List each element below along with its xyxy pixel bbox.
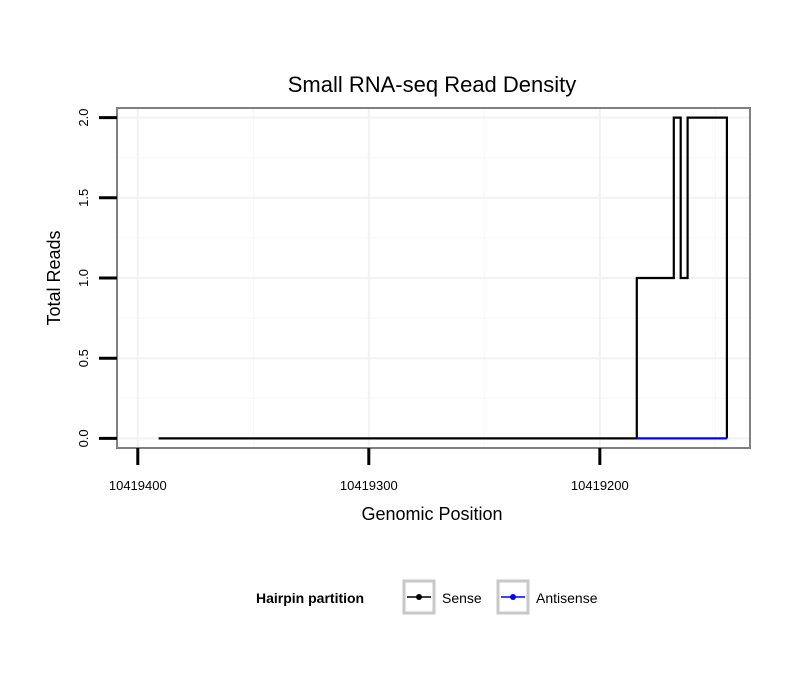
chart-title: Small RNA-seq Read Density bbox=[288, 72, 577, 97]
plot-area bbox=[116, 107, 751, 449]
x-axis-title: Genomic Position bbox=[361, 504, 502, 524]
x-tick-label: 10419200 bbox=[571, 478, 629, 493]
legend-marker-antisense bbox=[510, 594, 516, 600]
legend-item-sense: Sense bbox=[402, 579, 482, 615]
y-tick-label: 1.0 bbox=[76, 269, 91, 287]
y-tick-label: 1.5 bbox=[76, 189, 91, 207]
series-lines bbox=[158, 116, 729, 440]
y-axis-title: Total Reads bbox=[44, 230, 64, 325]
axes: 0.0 0.5 1.0 1.5 2.0 10419400 10419300 10419200 bbox=[76, 109, 629, 493]
series-line-sense bbox=[158, 116, 729, 440]
y-tick-label: 0.0 bbox=[76, 429, 91, 447]
y-tick-label: 0.5 bbox=[76, 349, 91, 367]
legend-item-antisense: Antisense bbox=[496, 579, 598, 615]
x-tick-label: 10419400 bbox=[109, 478, 167, 493]
x-tick-label: 10419300 bbox=[340, 478, 398, 493]
y-tick-label: 2.0 bbox=[76, 109, 91, 127]
legend-title: Hairpin partition bbox=[256, 590, 364, 606]
legend-label-sense: Sense bbox=[442, 590, 482, 606]
legend-marker-sense bbox=[416, 594, 422, 600]
legend-label-antisense: Antisense bbox=[536, 590, 598, 606]
legend: Hairpin partition Sense Antisense bbox=[256, 579, 598, 615]
